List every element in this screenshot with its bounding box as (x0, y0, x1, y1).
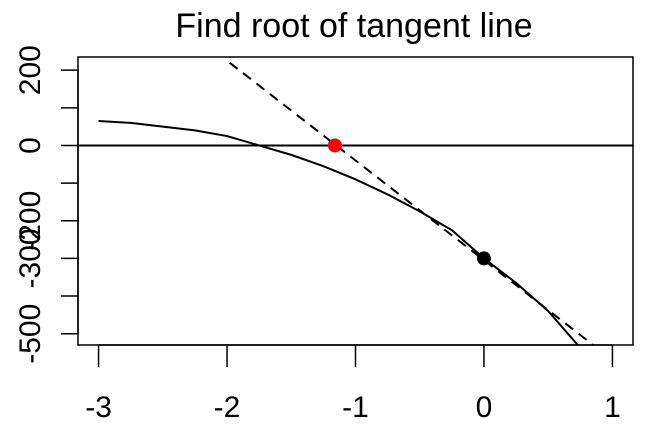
series-line-dashed-1 (228, 61, 594, 345)
x-tick-label: -3 (85, 391, 112, 422)
series-line-solid-0 (98, 120, 579, 345)
data-point-0 (476, 251, 491, 266)
y-tick-label: 200 (14, 45, 47, 95)
x-tick-label: -2 (214, 391, 241, 422)
chart-title: Find root of tangent line (175, 7, 532, 45)
y-tick-label: -200 (14, 191, 47, 251)
y-tick-label: 0 (14, 137, 47, 154)
x-tick-label: 1 (604, 391, 621, 422)
data-point-1 (327, 138, 342, 153)
y-tick-label: -300 (14, 228, 47, 288)
points-layer (327, 138, 491, 266)
series-layer (78, 61, 633, 345)
y-tick-label: -500 (14, 304, 47, 364)
y-axis: -500 -300-200 0 200 (14, 45, 79, 364)
plot-frame (77, 56, 634, 346)
x-tick-label: 0 (476, 391, 493, 422)
x-axis: -3 -2 -1 0 1 (85, 344, 621, 424)
x-tick-label: -1 (342, 391, 369, 422)
